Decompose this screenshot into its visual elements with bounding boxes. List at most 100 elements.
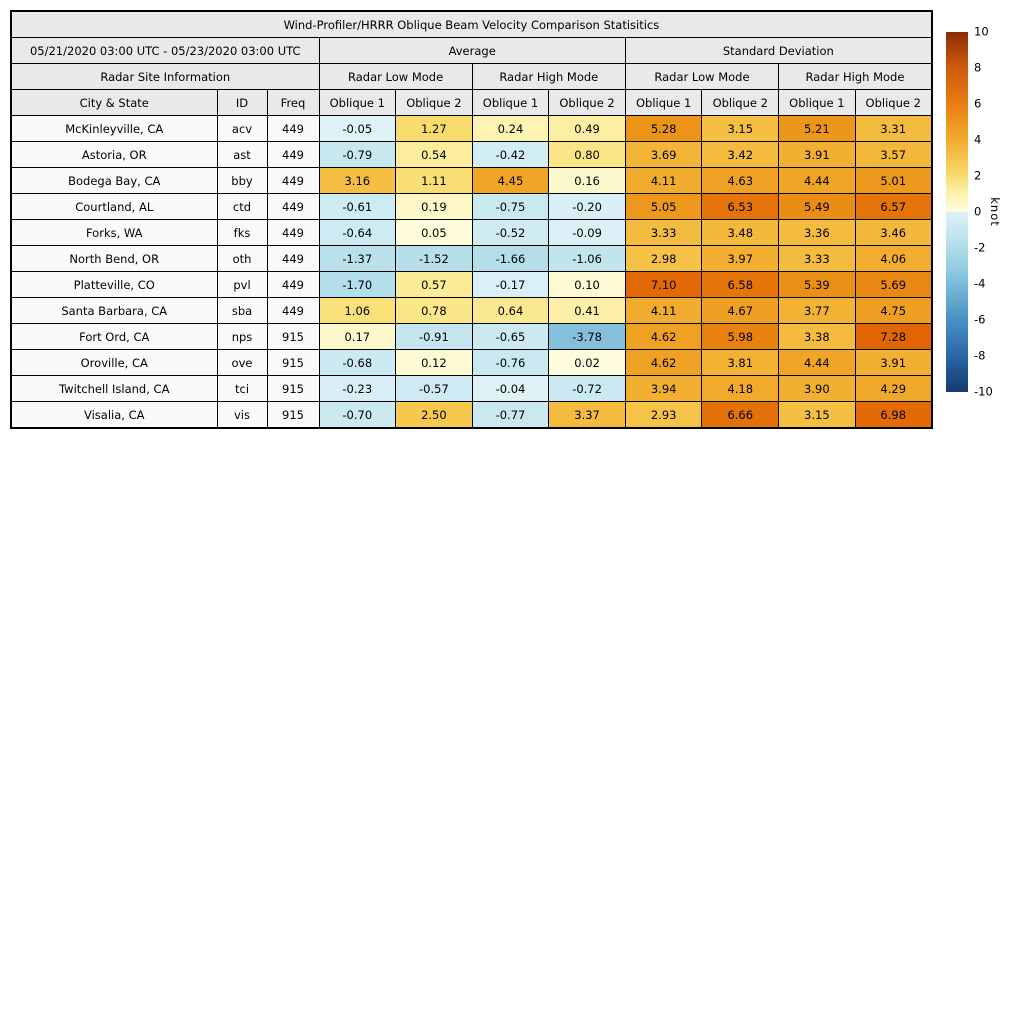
value-cell: 4.11 xyxy=(624,167,703,194)
mode-header-avg-high: Radar High Mode xyxy=(471,63,626,90)
value-cell: 0.64 xyxy=(471,297,550,324)
colorbar-tick-label: 4 xyxy=(974,132,982,147)
group-header-row: 05/21/2020 03:00 UTC - 05/23/2020 03:00 … xyxy=(10,37,933,64)
value-cell: 6.98 xyxy=(854,401,933,429)
value-cell: 3.33 xyxy=(778,245,856,272)
freq-cell: 449 xyxy=(266,219,320,246)
colorbar-tick-label: 2 xyxy=(974,168,982,183)
value-cell: 3.91 xyxy=(854,349,933,376)
value-cell: -0.04 xyxy=(471,375,550,402)
value-cell: 0.10 xyxy=(548,271,626,298)
value-cell: 3.33 xyxy=(624,219,703,246)
value-cell: 5.28 xyxy=(624,115,703,142)
value-cell: 5.01 xyxy=(854,167,933,194)
city-cell: Forks, WA xyxy=(10,219,218,246)
value-cell: 4.11 xyxy=(624,297,703,324)
value-cell: 6.53 xyxy=(701,193,780,220)
value-cell: 4.18 xyxy=(701,375,780,402)
value-cell: 3.31 xyxy=(854,115,933,142)
freq-cell: 449 xyxy=(266,297,320,324)
colorbar-tick-label: 10 xyxy=(974,24,989,39)
mode-header-std-high: Radar High Mode xyxy=(778,63,933,90)
value-cell: -3.78 xyxy=(548,323,626,350)
value-cell: 0.78 xyxy=(395,297,473,324)
city-cell: Fort Ord, CA xyxy=(10,323,218,350)
freq-cell: 915 xyxy=(266,323,320,350)
value-cell: 0.05 xyxy=(395,219,473,246)
city-cell: Visalia, CA xyxy=(10,401,218,429)
value-cell: 3.90 xyxy=(778,375,856,402)
col-header-city: City & State xyxy=(10,89,218,116)
city-cell: Oroville, CA xyxy=(10,349,218,376)
value-cell: -0.65 xyxy=(471,323,550,350)
value-cell: 0.24 xyxy=(471,115,550,142)
mode-header-std-low: Radar Low Mode xyxy=(624,63,780,90)
value-cell: -0.76 xyxy=(471,349,550,376)
colorbar-tick-label: -6 xyxy=(974,312,986,327)
value-cell: -1.66 xyxy=(471,245,550,272)
city-cell: McKinleyville, CA xyxy=(10,115,218,142)
value-cell: -0.05 xyxy=(318,115,397,142)
value-cell: -1.37 xyxy=(318,245,397,272)
col-header-oblique: Oblique 1 xyxy=(318,89,397,116)
table-row: Fort Ord, CA nps 915 0.17 -0.91 -0.65 -3.78 4.6… xyxy=(10,323,933,350)
site-id-cell: tci xyxy=(216,375,268,402)
colorbar-tick-label: 6 xyxy=(974,96,982,111)
value-cell: 3.69 xyxy=(624,141,703,168)
value-cell: -0.75 xyxy=(471,193,550,220)
value-cell: -1.52 xyxy=(395,245,473,272)
value-cell: 3.77 xyxy=(778,297,856,324)
value-cell: -0.23 xyxy=(318,375,397,402)
value-cell: 3.37 xyxy=(548,401,626,429)
value-cell: 3.16 xyxy=(318,167,397,194)
table-row: Bodega Bay, CA bby 449 3.16 1.11 4.45 0.16 4.11… xyxy=(10,167,933,194)
value-cell: 0.12 xyxy=(395,349,473,376)
value-cell: 4.67 xyxy=(701,297,780,324)
table-row: McKinleyville, CA acv 449 -0.05 1.27 0.24 0.49… xyxy=(10,115,933,142)
colorbar-unit-label: knot xyxy=(988,197,1002,227)
title-row: Wind-Profiler/HRRR Oblique Beam Velocity… xyxy=(10,10,933,38)
value-cell: 3.81 xyxy=(701,349,780,376)
col-header-oblique: Oblique 2 xyxy=(395,89,473,116)
freq-cell: 449 xyxy=(266,115,320,142)
value-cell: 6.66 xyxy=(701,401,780,429)
value-cell: 5.39 xyxy=(778,271,856,298)
value-cell: 0.57 xyxy=(395,271,473,298)
site-id-cell: vis xyxy=(216,401,268,429)
value-cell: 4.44 xyxy=(778,349,856,376)
freq-cell: 915 xyxy=(266,375,320,402)
table-row: Platteville, CO pvl 449 -1.70 0.57 -0.17 0.10 7… xyxy=(10,271,933,298)
value-cell: 4.45 xyxy=(471,167,550,194)
figure: Wind-Profiler/HRRR Oblique Beam Velocity… xyxy=(10,10,933,429)
value-cell: 5.98 xyxy=(701,323,780,350)
city-cell: Bodega Bay, CA xyxy=(10,167,218,194)
city-cell: Astoria, OR xyxy=(10,141,218,168)
table-title: Wind-Profiler/HRRR Oblique Beam Velocity… xyxy=(10,10,933,38)
value-cell: 3.42 xyxy=(701,141,780,168)
value-cell: 4.62 xyxy=(624,323,703,350)
colorbar-tick-label: -10 xyxy=(974,384,993,399)
value-cell: 4.63 xyxy=(701,167,780,194)
value-cell: 0.17 xyxy=(318,323,397,350)
value-cell: 4.29 xyxy=(854,375,933,402)
value-cell: 3.38 xyxy=(778,323,856,350)
site-id-cell: ove xyxy=(216,349,268,376)
value-cell: 0.19 xyxy=(395,193,473,220)
table-row: Courtland, AL ctd 449 -0.61 0.19 -0.75 -0.20 5.… xyxy=(10,193,933,220)
site-id-cell: ast xyxy=(216,141,268,168)
site-id-cell: acv xyxy=(216,115,268,142)
table-row: Visalia, CA vis 915 -0.70 2.50 -0.77 3.37 2.93 6… xyxy=(10,401,933,429)
freq-cell: 915 xyxy=(266,401,320,429)
colorbar: 10 8 6 4 2 0 -2 -4 -6 -8 -10 knot xyxy=(946,26,1006,397)
value-cell: 3.15 xyxy=(778,401,856,429)
value-cell: 0.54 xyxy=(395,141,473,168)
city-cell: Twitchell Island, CA xyxy=(10,375,218,402)
colorbar-gradient xyxy=(946,32,968,392)
site-id-cell: nps xyxy=(216,323,268,350)
value-cell: 6.57 xyxy=(854,193,933,220)
freq-cell: 449 xyxy=(266,245,320,272)
column-header-row: City & State ID Freq Oblique 1 Oblique 2… xyxy=(10,89,933,116)
value-cell: 4.62 xyxy=(624,349,703,376)
value-cell: 3.97 xyxy=(701,245,780,272)
value-cell: -0.68 xyxy=(318,349,397,376)
